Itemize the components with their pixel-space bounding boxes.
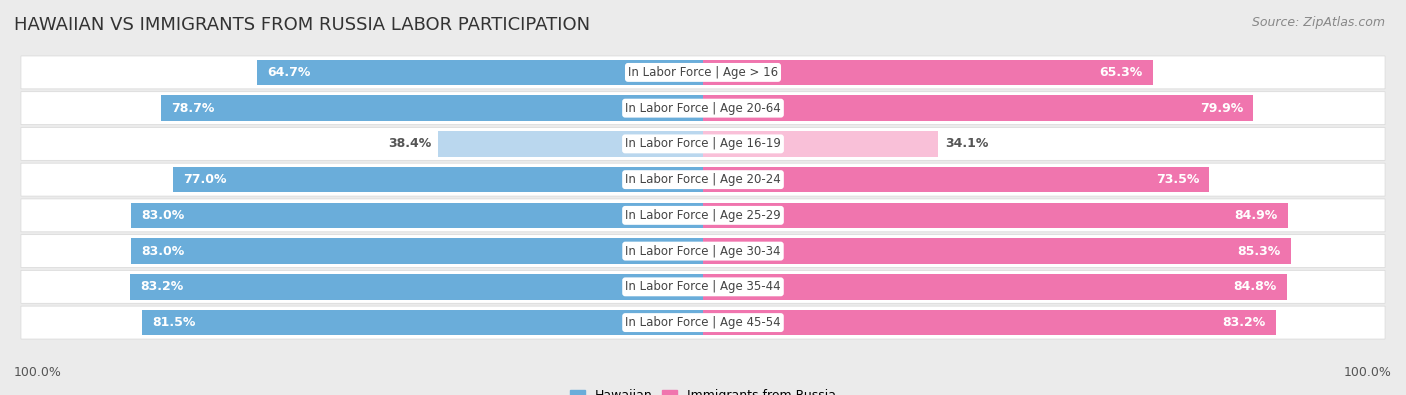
Bar <box>160 95 703 121</box>
Text: 77.0%: 77.0% <box>183 173 226 186</box>
Bar <box>129 274 703 300</box>
Text: 100.0%: 100.0% <box>14 366 62 379</box>
FancyBboxPatch shape <box>21 271 1385 303</box>
Bar <box>439 131 703 157</box>
Text: 79.9%: 79.9% <box>1199 102 1243 115</box>
FancyBboxPatch shape <box>21 235 1385 267</box>
Bar <box>703 238 1291 264</box>
Text: 84.8%: 84.8% <box>1233 280 1277 293</box>
FancyBboxPatch shape <box>21 128 1385 160</box>
Bar <box>703 131 938 157</box>
Text: 83.2%: 83.2% <box>1223 316 1265 329</box>
Text: 83.2%: 83.2% <box>141 280 183 293</box>
Text: In Labor Force | Age 30-34: In Labor Force | Age 30-34 <box>626 245 780 258</box>
Text: In Labor Force | Age 16-19: In Labor Force | Age 16-19 <box>626 137 780 150</box>
Bar <box>703 60 1153 85</box>
Text: In Labor Force | Age 25-29: In Labor Force | Age 25-29 <box>626 209 780 222</box>
Text: 65.3%: 65.3% <box>1099 66 1143 79</box>
Text: In Labor Force | Age 45-54: In Labor Force | Age 45-54 <box>626 316 780 329</box>
Text: 100.0%: 100.0% <box>1344 366 1392 379</box>
FancyBboxPatch shape <box>21 163 1385 196</box>
Bar <box>131 203 703 228</box>
Text: 73.5%: 73.5% <box>1156 173 1199 186</box>
Text: 85.3%: 85.3% <box>1237 245 1281 258</box>
Text: 83.0%: 83.0% <box>142 245 184 258</box>
Text: 34.1%: 34.1% <box>945 137 988 150</box>
Bar <box>142 310 703 335</box>
Bar <box>173 167 703 192</box>
Legend: Hawaiian, Immigrants from Russia: Hawaiian, Immigrants from Russia <box>565 384 841 395</box>
FancyBboxPatch shape <box>21 92 1385 124</box>
Text: 38.4%: 38.4% <box>388 137 432 150</box>
Bar <box>703 274 1288 300</box>
Text: In Labor Force | Age 20-64: In Labor Force | Age 20-64 <box>626 102 780 115</box>
Text: 64.7%: 64.7% <box>267 66 311 79</box>
Text: In Labor Force | Age > 16: In Labor Force | Age > 16 <box>628 66 778 79</box>
Text: In Labor Force | Age 35-44: In Labor Force | Age 35-44 <box>626 280 780 293</box>
Bar <box>257 60 703 85</box>
Text: In Labor Force | Age 20-24: In Labor Force | Age 20-24 <box>626 173 780 186</box>
Text: 78.7%: 78.7% <box>172 102 215 115</box>
Bar <box>703 95 1254 121</box>
FancyBboxPatch shape <box>21 56 1385 89</box>
FancyBboxPatch shape <box>21 306 1385 339</box>
Text: 81.5%: 81.5% <box>152 316 195 329</box>
Text: HAWAIIAN VS IMMIGRANTS FROM RUSSIA LABOR PARTICIPATION: HAWAIIAN VS IMMIGRANTS FROM RUSSIA LABOR… <box>14 16 591 34</box>
FancyBboxPatch shape <box>21 199 1385 232</box>
Text: Source: ZipAtlas.com: Source: ZipAtlas.com <box>1251 16 1385 29</box>
Text: 83.0%: 83.0% <box>142 209 184 222</box>
Bar <box>703 203 1288 228</box>
Bar <box>703 310 1277 335</box>
Bar <box>703 167 1209 192</box>
Bar <box>131 238 703 264</box>
Text: 84.9%: 84.9% <box>1234 209 1278 222</box>
